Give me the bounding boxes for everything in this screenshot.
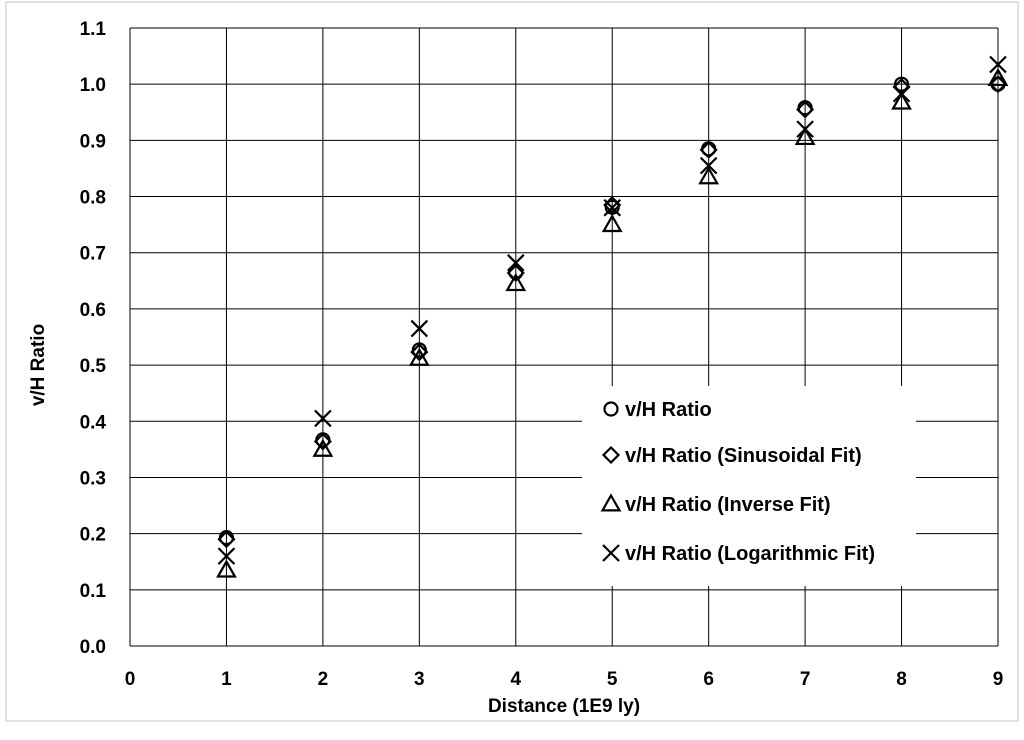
tick-labels: 0.0 0.1 0.2 0.3 0.4 0.5 0.6 0.7 0.8 0.9 1.0 1.1 0 1 2 3… xyxy=(80,19,1004,690)
legend: v/H Ratio v/H Ratio (Sinusoidal Fit) v/H R… xyxy=(582,386,916,586)
data-point-x xyxy=(314,409,332,428)
legend-marker-circle xyxy=(603,401,619,417)
y-tick-label: 0.3 xyxy=(80,468,106,489)
data-point-x xyxy=(892,84,911,103)
y-axis-title: v/H Ratio xyxy=(28,324,49,406)
legend-marker-diamond xyxy=(601,445,621,465)
legend-label: v/H Ratio xyxy=(625,399,712,421)
legend-label: v/H Ratio (Logarithmic Fit) xyxy=(625,543,875,565)
y-tick-label: 0.4 xyxy=(80,412,107,433)
x-tick-label: 0 xyxy=(125,669,136,690)
x-marker-stroke xyxy=(699,156,718,175)
y-tick-label: 0.0 xyxy=(80,637,106,658)
x-tick-label: 7 xyxy=(800,669,811,690)
data-point-x xyxy=(699,156,718,175)
chart-border xyxy=(5,1,1019,722)
data-point-x xyxy=(603,199,622,217)
data-point-triangle xyxy=(698,166,720,185)
y-tick-label: 1.1 xyxy=(80,19,107,40)
data-point-triangle xyxy=(216,559,237,578)
x-marker-stroke xyxy=(796,120,814,138)
y-tick-label: 0.5 xyxy=(80,356,107,377)
x-axis-title: Distance (1E9 ly) xyxy=(488,696,640,717)
x-tick-label: 9 xyxy=(993,669,1004,690)
data-point-triangle xyxy=(408,347,430,366)
data-markers xyxy=(216,55,1009,578)
data-point-diamond xyxy=(217,530,236,549)
y-tick-label: 0.7 xyxy=(80,244,106,265)
y-tick-label: 1.0 xyxy=(80,75,106,96)
data-point-diamond xyxy=(988,75,1008,94)
x-marker-stroke xyxy=(989,55,1007,74)
y-tick-label: 0.8 xyxy=(80,188,106,209)
data-point-triangle xyxy=(505,272,527,292)
data-point-x xyxy=(796,120,814,138)
data-point-triangle xyxy=(312,438,334,457)
data-point-diamond xyxy=(410,343,429,362)
data-point-x xyxy=(217,547,236,565)
data-point-x xyxy=(989,55,1007,74)
data-point-diamond xyxy=(796,100,815,119)
data-point-triangle xyxy=(794,126,816,146)
x-marker-stroke xyxy=(410,319,429,338)
legend-marker-x xyxy=(602,544,620,562)
x-marker-stroke xyxy=(892,84,911,103)
x-tick-label: 2 xyxy=(318,669,329,690)
x-marker-stroke xyxy=(506,254,525,272)
data-point-x xyxy=(506,254,525,272)
legend-marker-triangle xyxy=(600,493,622,512)
y-tick-label: 0.6 xyxy=(80,300,106,321)
x-tick-label: 4 xyxy=(510,669,521,690)
x-marker-stroke xyxy=(314,409,332,428)
x-marker-stroke xyxy=(217,547,236,565)
data-point-circle xyxy=(893,76,910,92)
data-point-x xyxy=(410,319,429,338)
data-point-diamond xyxy=(699,140,718,159)
legend-label: v/H Ratio (Inverse Fit) xyxy=(625,494,831,516)
x-tick-label: 1 xyxy=(221,669,232,690)
data-point-triangle xyxy=(987,67,1009,87)
x-marker-stroke xyxy=(603,199,622,217)
x-tick-label: 5 xyxy=(607,669,618,690)
y-tick-label: 0.1 xyxy=(80,581,107,602)
data-point-diamond xyxy=(313,432,332,451)
y-tick-label: 0.2 xyxy=(80,525,106,546)
legend-background xyxy=(582,386,916,586)
x-marker-stroke xyxy=(602,544,620,562)
x-tick-label: 3 xyxy=(414,669,425,690)
legend-label: v/H Ratio (Sinusoidal Fit) xyxy=(625,445,862,467)
x-tick-label: 6 xyxy=(703,669,714,690)
data-point-diamond xyxy=(506,263,525,283)
data-point-triangle xyxy=(601,213,623,233)
x-tick-label: 8 xyxy=(896,669,907,690)
y-tick-label: 0.9 xyxy=(80,131,106,152)
data-point-triangle xyxy=(891,91,912,110)
